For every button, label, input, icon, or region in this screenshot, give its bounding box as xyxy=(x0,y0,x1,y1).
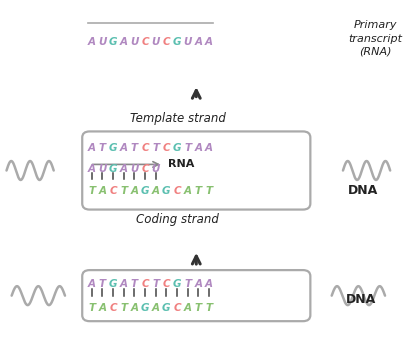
Text: T: T xyxy=(152,143,159,152)
Text: A: A xyxy=(131,186,138,196)
Text: A: A xyxy=(152,186,160,196)
Text: A: A xyxy=(120,37,128,47)
Text: C: C xyxy=(141,280,149,290)
Text: A: A xyxy=(194,280,202,290)
Text: T: T xyxy=(131,143,138,152)
Text: T: T xyxy=(195,186,202,196)
Text: C: C xyxy=(141,37,149,47)
Text: C: C xyxy=(173,303,181,313)
Text: T: T xyxy=(120,186,127,196)
Text: C: C xyxy=(141,143,149,152)
Text: G: G xyxy=(173,280,181,290)
Text: G: G xyxy=(141,303,149,313)
Text: C: C xyxy=(109,303,117,313)
Text: T: T xyxy=(99,143,106,152)
Text: A: A xyxy=(98,186,106,196)
Text: C: C xyxy=(141,164,149,174)
Text: A: A xyxy=(120,280,128,290)
Text: U: U xyxy=(183,37,192,47)
Text: DNA: DNA xyxy=(346,293,376,306)
Text: A: A xyxy=(131,303,138,313)
Text: A: A xyxy=(194,143,202,152)
Text: A: A xyxy=(205,37,213,47)
Text: Coding strand: Coding strand xyxy=(136,213,219,226)
Text: G: G xyxy=(109,280,117,290)
Text: T: T xyxy=(88,186,95,196)
Text: T: T xyxy=(206,303,213,313)
Text: T: T xyxy=(152,280,159,290)
Text: C: C xyxy=(173,186,181,196)
Text: C: C xyxy=(163,143,170,152)
Text: U: U xyxy=(130,37,138,47)
Text: A: A xyxy=(88,164,95,174)
Text: U: U xyxy=(151,164,160,174)
Text: A: A xyxy=(152,303,160,313)
Text: G: G xyxy=(109,164,117,174)
Text: G: G xyxy=(109,143,117,152)
Text: T: T xyxy=(88,303,95,313)
Text: A: A xyxy=(205,143,213,152)
Text: G: G xyxy=(162,303,171,313)
Text: A: A xyxy=(88,143,95,152)
Text: C: C xyxy=(163,37,170,47)
Text: A: A xyxy=(120,143,128,152)
Text: A: A xyxy=(88,37,95,47)
Text: A: A xyxy=(88,280,95,290)
Text: Primary
transcript
(RNA): Primary transcript (RNA) xyxy=(348,20,402,57)
Text: G: G xyxy=(173,37,181,47)
Text: U: U xyxy=(151,37,160,47)
Text: T: T xyxy=(99,280,106,290)
Text: U: U xyxy=(98,37,106,47)
Text: RNA: RNA xyxy=(168,159,195,169)
Text: A: A xyxy=(205,280,213,290)
Text: G: G xyxy=(141,186,149,196)
Text: U: U xyxy=(130,164,138,174)
Text: T: T xyxy=(131,280,138,290)
FancyBboxPatch shape xyxy=(82,270,310,321)
Text: G: G xyxy=(162,186,171,196)
Text: G: G xyxy=(109,37,117,47)
Text: T: T xyxy=(184,280,191,290)
Text: U: U xyxy=(98,164,106,174)
Text: A: A xyxy=(183,186,192,196)
FancyBboxPatch shape xyxy=(82,131,310,210)
Text: A: A xyxy=(120,164,128,174)
Text: A: A xyxy=(194,37,202,47)
Text: DNA: DNA xyxy=(348,184,378,197)
Text: A: A xyxy=(98,303,106,313)
Text: C: C xyxy=(109,186,117,196)
Text: T: T xyxy=(184,143,191,152)
Text: Template strand: Template strand xyxy=(130,112,226,124)
Text: G: G xyxy=(173,143,181,152)
Text: A: A xyxy=(183,303,192,313)
Text: C: C xyxy=(163,280,170,290)
Text: T: T xyxy=(206,186,213,196)
Text: T: T xyxy=(195,303,202,313)
Text: T: T xyxy=(120,303,127,313)
